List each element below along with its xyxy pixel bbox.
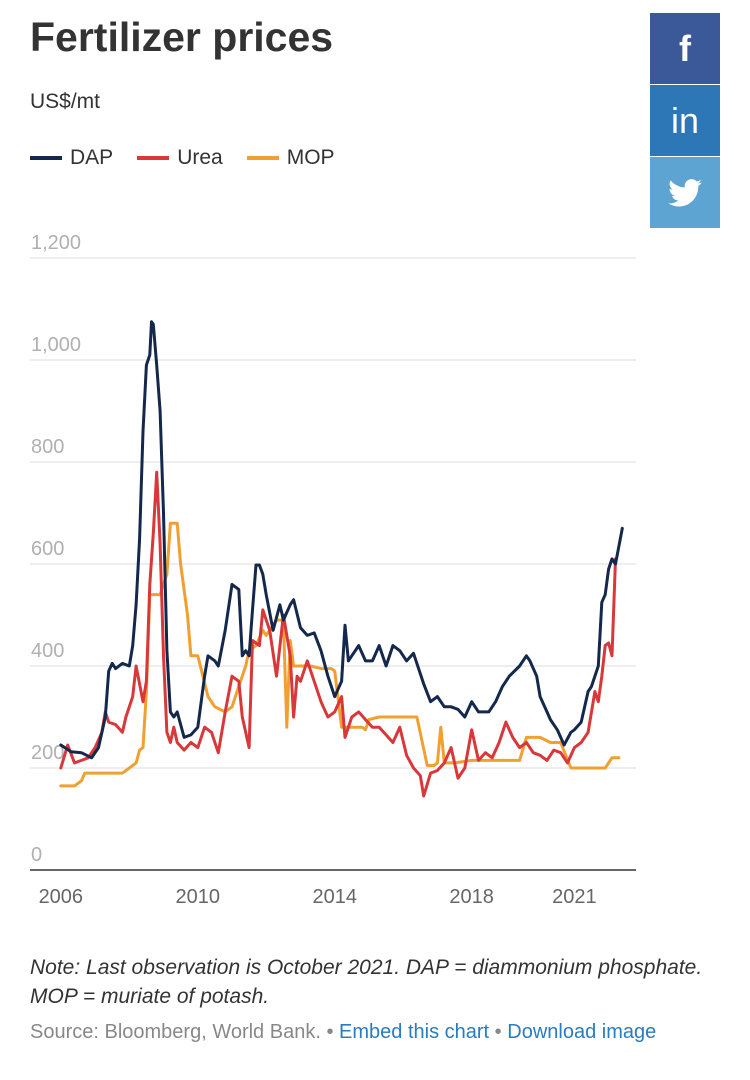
facebook-share-button[interactable]: f [650,13,720,84]
separator-dot: • [326,1021,334,1043]
y-tick-label: 1,200 [31,232,81,254]
legend-swatch-mop [246,156,279,160]
legend-label-mop: MOP [286,146,335,169]
series-line-dap [59,320,624,760]
y-tick-label: 0 [31,844,42,866]
legend-swatch-urea [137,156,170,160]
download-image-link[interactable]: Download image [507,1021,657,1043]
legend-label-dap: DAP [70,146,114,169]
embed-chart-link[interactable]: Embed this chart [339,1021,490,1043]
legend: DAP Urea MOP [30,146,359,170]
share-panel: f in [650,13,720,229]
facebook-icon: f [679,27,691,69]
y-tick-label: 200 [31,742,64,764]
y-tick-label: 600 [31,538,64,560]
line-chart: 0 200 400 600 800 1,000 1,200 2006 2010 2014 2018 2… [30,232,636,908]
y-tick-label: 400 [31,640,64,662]
x-tick-label: 2021 [552,886,597,908]
legend-item-dap: DAP [30,146,113,170]
unit-label: US$/mt [30,90,101,113]
x-tick-label: 2014 [312,886,357,908]
series-line-urea [59,470,617,798]
separator-dot: • [494,1021,502,1043]
x-tick-label: 2006 [39,886,84,908]
legend-label-urea: Urea [177,146,223,169]
linkedin-icon: in [670,99,700,141]
chart-note: Note: Last observation is October 2021. … [30,956,703,1008]
legend-item-urea: Urea [137,146,223,170]
y-tick-label: 1,000 [31,334,81,356]
twitter-icon [668,178,702,206]
series-line-mop [59,521,621,788]
legend-swatch-dap [30,156,62,160]
x-tick-label: 2010 [176,886,221,908]
linkedin-share-button[interactable]: in [650,85,720,156]
source-text: Source: Bloomberg, World Bank. [30,1021,321,1043]
source-line: Source: Bloomberg, World Bank. • Embed t… [30,1021,656,1044]
chart-title: Fertilizer prices [30,14,334,60]
twitter-share-button[interactable] [650,157,720,228]
legend-item-mop: MOP [246,146,335,170]
y-tick-label: 800 [31,436,64,458]
x-tick-label: 2018 [449,886,494,908]
